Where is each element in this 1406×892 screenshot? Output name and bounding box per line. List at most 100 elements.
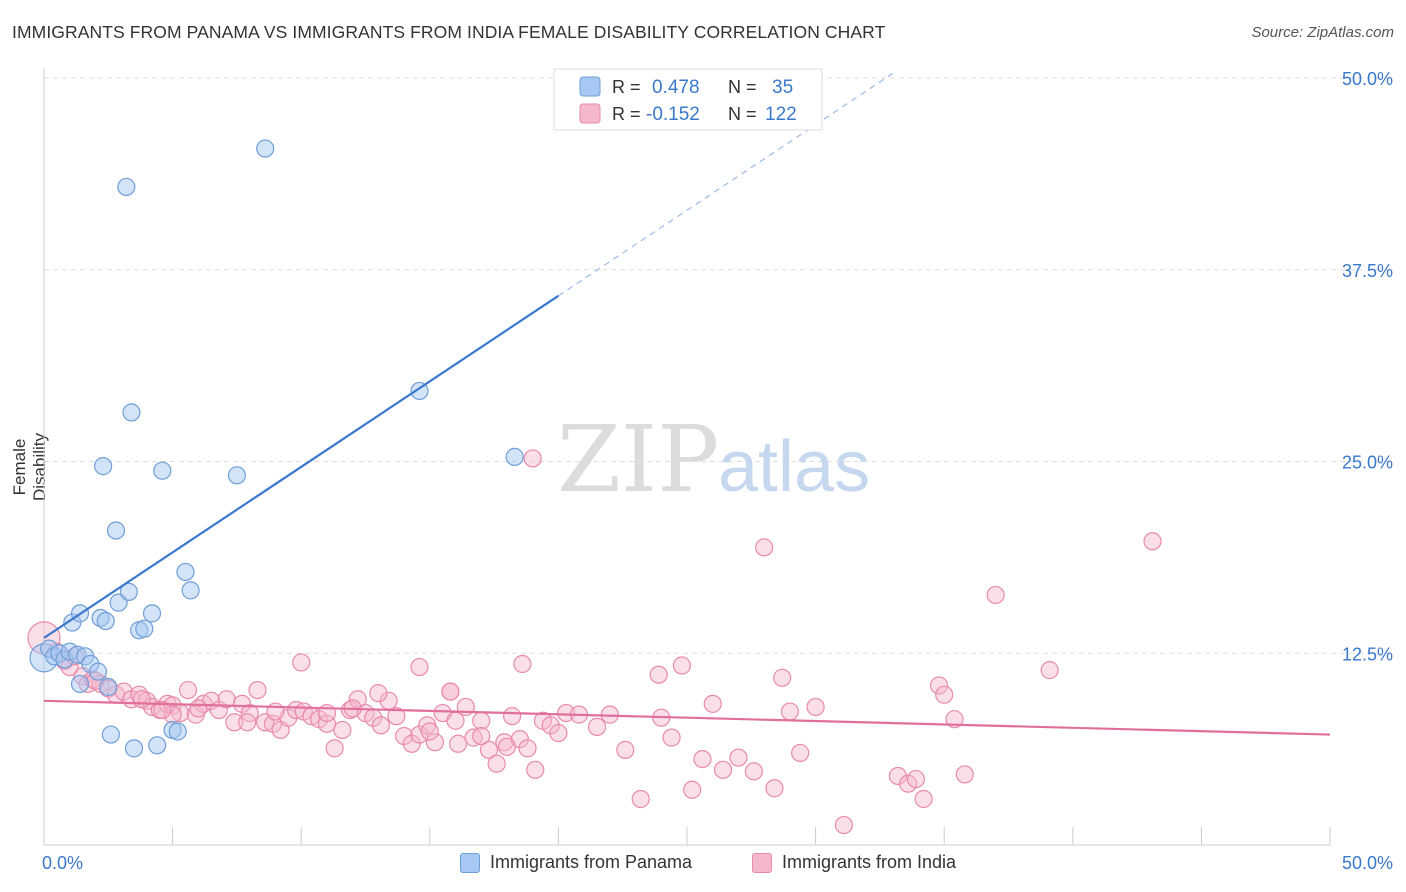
india-point xyxy=(806,697,825,717)
india-point xyxy=(232,694,252,713)
panama-point xyxy=(124,739,144,758)
india-point xyxy=(472,711,491,730)
india-point xyxy=(448,734,468,753)
india-point xyxy=(693,749,712,769)
india-point xyxy=(394,726,414,746)
india-point xyxy=(371,716,391,735)
panama-point xyxy=(101,725,120,744)
india-point xyxy=(929,676,949,695)
legend-panama-n-label: N = xyxy=(728,77,757,97)
panama-point xyxy=(88,662,108,681)
india-point xyxy=(713,760,733,779)
panama-point xyxy=(119,582,138,601)
panama-point xyxy=(117,177,136,197)
india-point xyxy=(616,740,635,759)
india-point xyxy=(369,684,388,703)
legend-bottom: Immigrants from Panama Immigrants from I… xyxy=(0,852,1406,878)
y-tick-label-0: 12.5% xyxy=(1342,644,1393,664)
india-point xyxy=(286,700,306,720)
india-point xyxy=(292,653,311,672)
india-point xyxy=(955,765,974,784)
x-tick-label-0: 0.0% xyxy=(42,853,83,873)
india-point xyxy=(755,538,774,557)
tick-labels: 12.5% 25.0% 37.5% 50.0% 0.0% 50.0% xyxy=(42,69,1393,873)
india-point xyxy=(549,723,568,743)
panama-point xyxy=(96,611,115,631)
y-tick-label-2: 37.5% xyxy=(1342,261,1393,281)
panama-point xyxy=(410,381,429,401)
india-point xyxy=(441,682,460,701)
india-point xyxy=(248,680,267,700)
india-point xyxy=(945,710,964,729)
india-point xyxy=(986,585,1005,605)
india-point xyxy=(410,657,429,677)
panama-point xyxy=(94,457,113,476)
grid-lines xyxy=(44,77,1394,654)
chart-title: IMMIGRANTS FROM PANAMA VS IMMIGRANTS FRO… xyxy=(12,22,886,42)
india-point xyxy=(333,720,352,740)
source-label: Source: ZipAtlas.com xyxy=(1251,24,1394,41)
india-point xyxy=(935,685,954,704)
india-point xyxy=(888,766,908,786)
axes xyxy=(43,68,1331,846)
india-point xyxy=(765,779,784,798)
india-point xyxy=(402,734,421,753)
legend-india-label: Immigrants from India xyxy=(782,852,957,872)
india-trend-line xyxy=(43,699,1331,736)
india-point xyxy=(513,654,532,674)
legend-india-r-value: -0.152 xyxy=(646,104,700,125)
india-point xyxy=(225,713,244,732)
india-point xyxy=(791,743,810,763)
india-point xyxy=(1143,532,1162,551)
legend-india-n-label: N = xyxy=(728,104,757,124)
panama-trend-extension xyxy=(558,72,894,297)
legend-item-panama: Immigrants from Panama xyxy=(460,852,692,873)
panama-point xyxy=(505,447,524,466)
india-point xyxy=(425,733,445,752)
india-point xyxy=(587,717,607,736)
panama-point xyxy=(135,619,154,638)
legend-panama-swatch-bottom xyxy=(460,852,480,873)
legend-india-swatch xyxy=(579,103,601,124)
legend-panama-n-value: 35 xyxy=(772,77,793,98)
y-tick-label-3: 50.0% xyxy=(1342,69,1393,89)
panama-point xyxy=(99,677,118,697)
india-point xyxy=(914,789,933,809)
india-point xyxy=(472,726,491,746)
india-point xyxy=(410,725,429,744)
legend-top: R = 0.478 N = 35 R = -0.152 N = 122 xyxy=(553,68,823,131)
india-point xyxy=(683,780,702,799)
india-point xyxy=(503,707,522,726)
india-point xyxy=(238,713,257,732)
panama-point xyxy=(70,674,90,694)
watermark-zip: ZIP xyxy=(557,406,719,513)
india-point xyxy=(189,699,208,718)
x-tick-label-1: 50.0% xyxy=(1342,853,1393,873)
india-point xyxy=(662,728,681,747)
legend-india-r-label: R = xyxy=(612,104,641,124)
india-point xyxy=(479,740,499,759)
panama-point xyxy=(168,722,187,741)
india-point xyxy=(703,694,722,713)
india-point xyxy=(523,449,542,468)
india-point xyxy=(780,702,799,721)
india-point xyxy=(729,748,748,767)
panama-trend-line xyxy=(43,294,560,639)
india-point xyxy=(153,700,172,720)
legend-panama-r-value: 0.478 xyxy=(652,77,700,98)
india-point xyxy=(518,739,537,758)
legend-panama-swatch xyxy=(579,76,601,97)
india-point xyxy=(526,760,545,779)
y-tick-label-1: 25.0% xyxy=(1342,453,1393,473)
india-point xyxy=(446,711,465,730)
panama-point xyxy=(122,403,141,422)
india-point xyxy=(487,754,506,773)
india-point xyxy=(132,690,151,709)
panama-point xyxy=(148,736,167,755)
watermark: ZIP atlas xyxy=(557,406,870,513)
trend-lines xyxy=(43,72,1331,736)
india-point xyxy=(325,739,344,758)
india-point xyxy=(348,690,367,709)
india-point xyxy=(266,702,285,721)
india-point xyxy=(773,668,792,687)
